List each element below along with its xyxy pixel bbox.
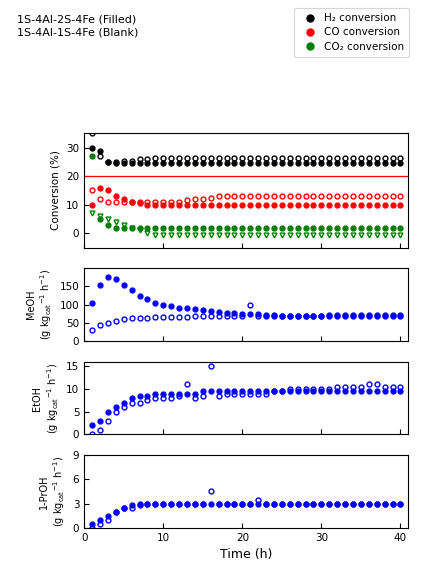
X-axis label: Time (h): Time (h)	[220, 548, 272, 561]
Y-axis label: 1-PrOH
(g kg$_\mathrm{cat}$$^{-1}$ h$^{-1}$): 1-PrOH (g kg$_\mathrm{cat}$$^{-1}$ h$^{-…	[39, 456, 67, 527]
Y-axis label: MeOH
(g kg$_\mathrm{cat}$$^{-1}$ h$^{-1}$): MeOH (g kg$_\mathrm{cat}$$^{-1}$ h$^{-1}…	[26, 269, 54, 340]
Y-axis label: Conversion (%): Conversion (%)	[51, 151, 61, 230]
Legend: H₂ conversion, CO conversion, CO₂ conversion: H₂ conversion, CO conversion, CO₂ conver…	[294, 8, 410, 57]
Text: 1S-4Al-2S-4Fe (Filled)
1S-4Al-1S-4Fe (Blank): 1S-4Al-2S-4Fe (Filled) 1S-4Al-1S-4Fe (Bl…	[17, 14, 138, 38]
Y-axis label: EtOH
(g kg$_\mathrm{cat}$$^{-1}$ h$^{-1}$): EtOH (g kg$_\mathrm{cat}$$^{-1}$ h$^{-1}…	[32, 362, 61, 434]
